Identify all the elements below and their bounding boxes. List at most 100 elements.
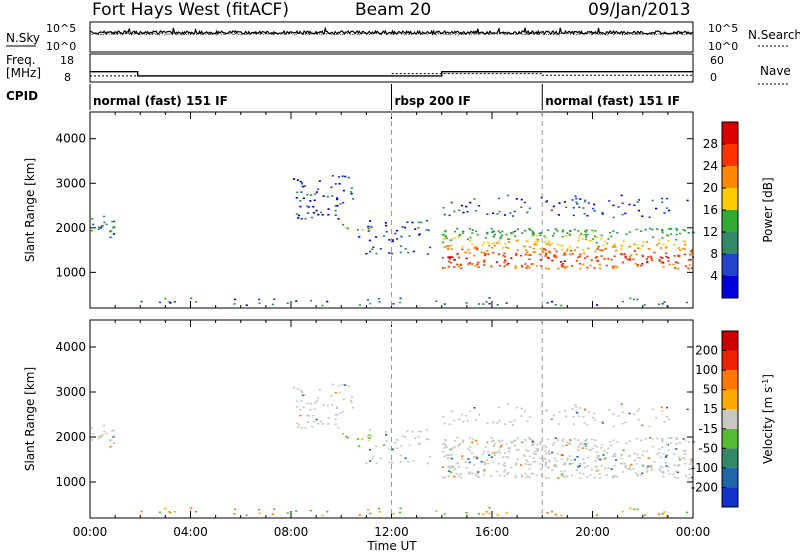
- velocity-cell: [614, 474, 617, 477]
- velocity-cell: [516, 437, 520, 440]
- velocity-cell: [553, 457, 556, 460]
- power-cell: [573, 228, 576, 231]
- velocity-cell: [367, 435, 370, 437]
- power-cell: [295, 197, 298, 199]
- power-cell: [337, 218, 340, 220]
- velocity-cell: [561, 440, 564, 442]
- power-cell: [372, 246, 375, 248]
- velocity-cell: [545, 410, 548, 412]
- velocity-cell: [570, 459, 573, 461]
- velocity-cell: [528, 437, 531, 439]
- velocity-cell: [682, 438, 685, 440]
- velocity-cell: [532, 460, 535, 463]
- velocity-cell: [690, 459, 693, 462]
- velocity-cell: [607, 447, 610, 450]
- power-cell: [425, 229, 428, 231]
- velocity-cell: [547, 450, 551, 452]
- velocity-cell: [474, 474, 477, 477]
- power-cell: [507, 262, 510, 265]
- power-cell: [607, 238, 610, 240]
- power-cell: [551, 242, 554, 244]
- power-cell: [490, 231, 494, 233]
- power-cell: [667, 240, 670, 242]
- velocity-cell: [350, 401, 353, 404]
- velocity-cell: [520, 474, 523, 477]
- velocity-cell: [544, 464, 547, 467]
- velocity-cell: [391, 449, 394, 452]
- velocity-cell: [597, 456, 600, 458]
- velocity-cell: [476, 457, 479, 459]
- power-cell: [552, 232, 556, 235]
- noise-left-label: N.Sky: [6, 31, 40, 45]
- velocity-cell: [483, 463, 487, 466]
- power-cell: [655, 207, 658, 210]
- power-cell: [577, 236, 580, 239]
- power-cell: [577, 256, 580, 259]
- x-tick-label: 12:00: [374, 525, 409, 539]
- velocity-cell: [683, 439, 686, 441]
- power-cell: [547, 240, 551, 243]
- noise-sky-line: [89, 26, 694, 36]
- velocity-cell: [486, 422, 489, 424]
- velocity-cell: [542, 460, 545, 463]
- power-cell: [638, 247, 641, 249]
- velocity-cell: [628, 468, 631, 471]
- power-cell: [561, 248, 564, 251]
- velocity-cell: [650, 467, 653, 469]
- power-cell: [603, 240, 606, 243]
- velocity-cell: [112, 436, 115, 438]
- power-cell: [271, 303, 274, 306]
- velocity-cell: [483, 470, 486, 473]
- power-cell: [528, 228, 531, 230]
- velocity-cell: [658, 468, 661, 470]
- power-cell: [299, 205, 302, 208]
- power-cell: [473, 198, 476, 200]
- power-cell: [508, 241, 511, 243]
- power-cell: [493, 242, 496, 245]
- velocity-cell: [173, 510, 176, 513]
- power-cell: [443, 238, 446, 240]
- velocity-cell: [610, 444, 613, 447]
- power-cell: [527, 254, 530, 256]
- velocity-cell: [593, 476, 596, 479]
- power-cell: [591, 229, 594, 232]
- power-cell: [565, 249, 569, 252]
- power-cell: [615, 249, 618, 252]
- velocity-cell: [511, 424, 515, 426]
- velocity-cell: [624, 421, 627, 424]
- power-cell: [577, 239, 580, 242]
- power-cell: [471, 232, 474, 234]
- velocity-cell: [507, 447, 510, 450]
- power-cell: [516, 228, 520, 230]
- velocity-cell: [322, 404, 325, 406]
- velocity-cell: [258, 512, 261, 515]
- power-cell: [341, 223, 345, 226]
- power-cell: [571, 199, 574, 201]
- colorbar-tick-label: 15: [703, 402, 718, 416]
- nave-tick-high: 60: [710, 54, 724, 67]
- power-cell: [528, 267, 531, 269]
- velocity-cell: [578, 472, 581, 474]
- power-cell: [404, 248, 407, 250]
- power-cell: [539, 248, 542, 250]
- power-cell: [488, 302, 491, 305]
- power-cell: [658, 239, 661, 241]
- power-cell: [327, 208, 330, 210]
- velocity-cell: [573, 458, 576, 461]
- velocity-cell: [306, 414, 309, 417]
- velocity-cell: [515, 406, 518, 409]
- power-cell: [513, 210, 516, 213]
- power-cell: [547, 242, 550, 245]
- power-cell: [483, 261, 486, 263]
- velocity-cell: [307, 421, 310, 423]
- velocity-cell: [368, 448, 371, 451]
- power-cell: [557, 267, 560, 270]
- velocity-cell: [613, 454, 616, 456]
- velocity-cell: [493, 452, 496, 454]
- colorbar-tick-label: 16: [703, 203, 718, 217]
- power-cell: [299, 200, 302, 202]
- velocity-cell: [399, 507, 402, 510]
- velocity-cell: [327, 423, 330, 425]
- power-cell: [659, 247, 663, 249]
- velocity-cell: [476, 473, 479, 475]
